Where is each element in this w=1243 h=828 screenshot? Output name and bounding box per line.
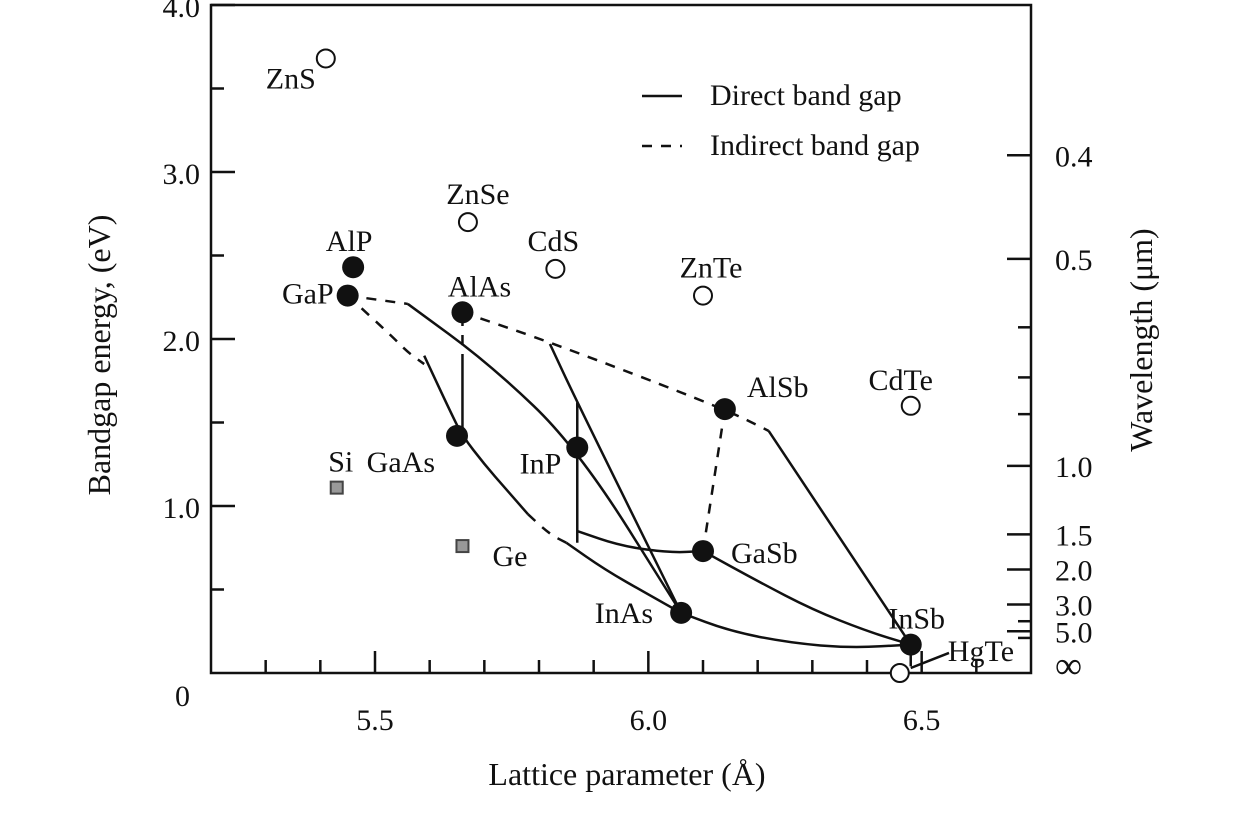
point-label: ZnTe [680,252,743,285]
direct-gap-curve [680,611,911,649]
indirect-gap-curve [701,408,727,552]
point-label: ZnS [266,62,316,95]
y-tick-label: 4.0 [163,0,201,24]
point-label: AlP [326,225,373,258]
x-axis-label: Lattice parameter (Å) [488,756,765,792]
legend-direct-label: Direct band gap [710,79,902,112]
y2-tick-label: 2.0 [1055,554,1093,587]
point-label: CdTe [868,364,933,397]
point-label: GaSb [731,537,798,570]
point-label: CdS [528,225,580,258]
point-label: Ge [492,540,527,573]
direct-gap-curve [702,549,912,646]
y2-tick-label: ∞ [1055,645,1082,687]
indirect-gap-curve [527,513,567,544]
filled-point [446,424,468,447]
element-square [329,480,344,495]
open-point [693,285,713,306]
filled-point [336,284,359,307]
open-point [900,395,921,416]
y-tick-label: 3.0 [163,158,201,191]
y-tick-label: 0 [175,680,190,713]
direct-gap-curve [576,529,704,554]
legend-indirect-label: Indirect band gap [710,129,920,162]
legend: Direct band gap Indirect band gap [642,79,920,162]
y2-tick-label: 0.4 [1055,140,1093,173]
filled-point [566,436,589,459]
point-label: GaAs [367,446,435,479]
y-tick-label: 1.0 [163,492,201,525]
x-tick-label: 6.0 [630,704,668,737]
direct-gap-curve [548,343,683,614]
filled-point [451,301,474,324]
point-label: AlSb [747,371,809,404]
axes: 5.5 6.0 6.501.02.03.04.00.40.51.01.52.03.0… [163,0,1093,737]
point-label: ZnSe [446,178,509,211]
direct-gap-curve [423,355,530,516]
filled-point [342,256,365,279]
open-point [889,663,910,683]
plot-border [209,3,1033,675]
y2-tick-label: 1.0 [1055,451,1093,484]
y-axis-label: Bandgap energy, (eV) [81,215,117,496]
open-point [315,48,336,69]
y2-tick-label: 3.0 [1055,590,1093,623]
x-tick-label: 6.5 [903,704,941,737]
plot-frame [209,3,1033,675]
point-label: GaP [282,278,334,311]
point-label: AlAs [448,270,511,303]
point-label: InSb [888,603,945,636]
bandgap-curves [346,294,950,670]
filled-point [670,601,693,624]
x-tick-label: 5.5 [356,704,394,737]
point-label: InAs [595,597,653,630]
direct-gap-curve [910,651,950,670]
direct-gap-curve [407,302,683,614]
point-label: Si [328,446,353,479]
point-label: InP [520,448,562,481]
y2-tick-label: 5.0 [1055,616,1093,649]
point-label: HgTe [948,635,1014,668]
open-point [545,258,566,279]
y2-tick-label: 0.5 [1055,244,1093,277]
indirect-gap-curve [346,294,425,366]
direct-gap-curve [767,430,912,646]
filled-point [899,633,922,656]
y-tick-label: 2.0 [163,325,201,358]
y2-tick-label: 1.5 [1055,519,1093,552]
direct-gap-curve [565,541,682,614]
filled-point [713,398,736,421]
y2-axis-label: Wavelength (μm) [1123,228,1159,451]
filled-point [692,540,714,563]
element-square [455,539,470,554]
open-point [457,212,478,233]
material-points: AlP GaP AlAs GaAs InP AlSb GaSb InAs InSb ZnS ZnSe… [266,48,1014,683]
